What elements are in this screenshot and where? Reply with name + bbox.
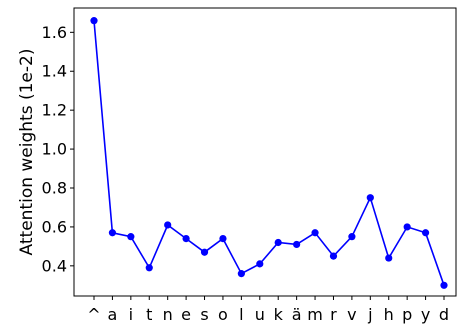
x-tick-label: h (384, 305, 394, 324)
data-point (421, 229, 430, 237)
y-tick-label: 1.2 (42, 101, 67, 120)
data-point (145, 264, 153, 272)
data-point (237, 270, 245, 278)
x-tick-label: n (163, 305, 173, 324)
x-tick-label: t (146, 305, 152, 324)
data-points (90, 17, 448, 289)
x-tick-label: a (108, 305, 118, 324)
data-point (90, 17, 98, 25)
x-tick-label: i (129, 305, 133, 324)
data-point (200, 248, 209, 256)
data-point (366, 194, 374, 202)
x-tick-label: v (347, 305, 356, 324)
x-tick-label: s (200, 305, 208, 324)
data-point (385, 254, 393, 262)
data-point (164, 221, 172, 229)
data-point (256, 260, 264, 268)
y-tick-label: 0.8 (42, 179, 67, 198)
y-tick-label: 1.6 (42, 23, 67, 42)
y-tick-label: 0.4 (42, 256, 67, 275)
x-tick-label: l (239, 305, 243, 324)
y-axis-label: Attention weights (1e-2) (17, 49, 37, 256)
x-tick-label: m (307, 305, 323, 324)
x-tick-label: d (439, 305, 449, 324)
y-tick-label: 1.0 (42, 140, 67, 159)
data-point (348, 233, 356, 241)
data-point (182, 234, 190, 243)
x-tick-label: o (218, 305, 228, 324)
x-tick-label: e (181, 305, 191, 324)
data-point (311, 229, 319, 237)
series-line (93, 20, 445, 286)
x-tick-label: r (330, 305, 337, 324)
data-point (108, 229, 117, 237)
data-point (127, 233, 135, 241)
x-tick-label: y (421, 305, 430, 324)
data-point (293, 240, 301, 249)
data-point (329, 252, 338, 260)
data-point (219, 234, 227, 243)
y-axis: 0.4 0.6 0.8 1.0 1.2 1.4 1.6 (42, 23, 74, 275)
data-point (274, 238, 282, 247)
plot-area (73, 7, 457, 297)
x-tick-label: ä (292, 305, 302, 324)
x-tick-label: ^ (87, 305, 100, 324)
x-tick-label: k (274, 305, 284, 324)
x-tick-label: j (367, 305, 372, 324)
x-tick-label: p (402, 305, 412, 324)
y-tick-label: 1.4 (42, 62, 67, 81)
x-axis: ^ a i t n e s o l u k ä m r v j h p y d (87, 296, 449, 324)
y-tick-label: 0.6 (42, 217, 67, 236)
x-tick-label: u (255, 305, 265, 324)
data-point (403, 223, 411, 231)
data-point (440, 281, 448, 289)
